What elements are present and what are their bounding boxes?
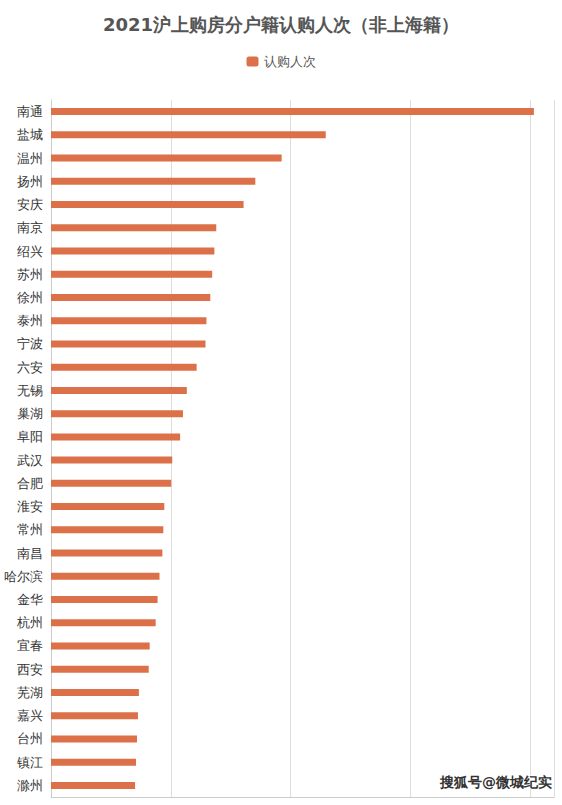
- svg-text:芜湖: 芜湖: [17, 685, 43, 700]
- svg-text:六安: 六安: [17, 360, 43, 375]
- svg-text:安庆: 安庆: [17, 197, 43, 212]
- svg-text:扬州: 扬州: [17, 174, 43, 189]
- svg-text:盐城: 盐城: [17, 127, 43, 142]
- svg-text:泰州: 泰州: [17, 313, 43, 328]
- svg-text:武汉: 武汉: [17, 453, 43, 468]
- svg-text:杭州: 杭州: [16, 615, 43, 630]
- svg-text:镇江: 镇江: [16, 755, 43, 770]
- svg-text:搜狐号@微城纪实: 搜狐号@微城纪实: [439, 774, 552, 790]
- svg-text:南通: 南通: [17, 104, 43, 119]
- svg-text:合肥: 合肥: [17, 476, 43, 491]
- svg-text:绍兴: 绍兴: [17, 244, 43, 259]
- svg-text:宁波: 宁波: [17, 336, 43, 351]
- svg-text:南昌: 南昌: [17, 546, 43, 561]
- svg-text:嘉兴: 嘉兴: [17, 708, 43, 723]
- svg-text:宜春: 宜春: [17, 638, 43, 653]
- svg-text:金华: 金华: [17, 592, 43, 607]
- svg-text:淮安: 淮安: [17, 499, 43, 514]
- svg-text:温州: 温州: [17, 151, 43, 166]
- svg-text:西安: 西安: [17, 662, 43, 677]
- svg-text:无锡: 无锡: [17, 383, 43, 398]
- svg-text:苏州: 苏州: [17, 267, 43, 282]
- svg-text:哈尔滨: 哈尔滨: [4, 569, 43, 584]
- svg-text:南京: 南京: [17, 220, 43, 235]
- svg-text:认购人次: 认购人次: [264, 54, 316, 69]
- svg-text:台州: 台州: [17, 731, 43, 746]
- svg-text:2021沪上购房分户籍认购人次（非上海籍）: 2021沪上购房分户籍认购人次（非上海籍）: [103, 14, 459, 35]
- svg-text:滁州: 滁州: [17, 778, 43, 793]
- svg-text:巢湖: 巢湖: [17, 406, 43, 421]
- svg-text:徐州: 徐州: [17, 290, 43, 305]
- svg-text:常州: 常州: [17, 522, 43, 537]
- svg-text:阜阳: 阜阳: [17, 429, 43, 444]
